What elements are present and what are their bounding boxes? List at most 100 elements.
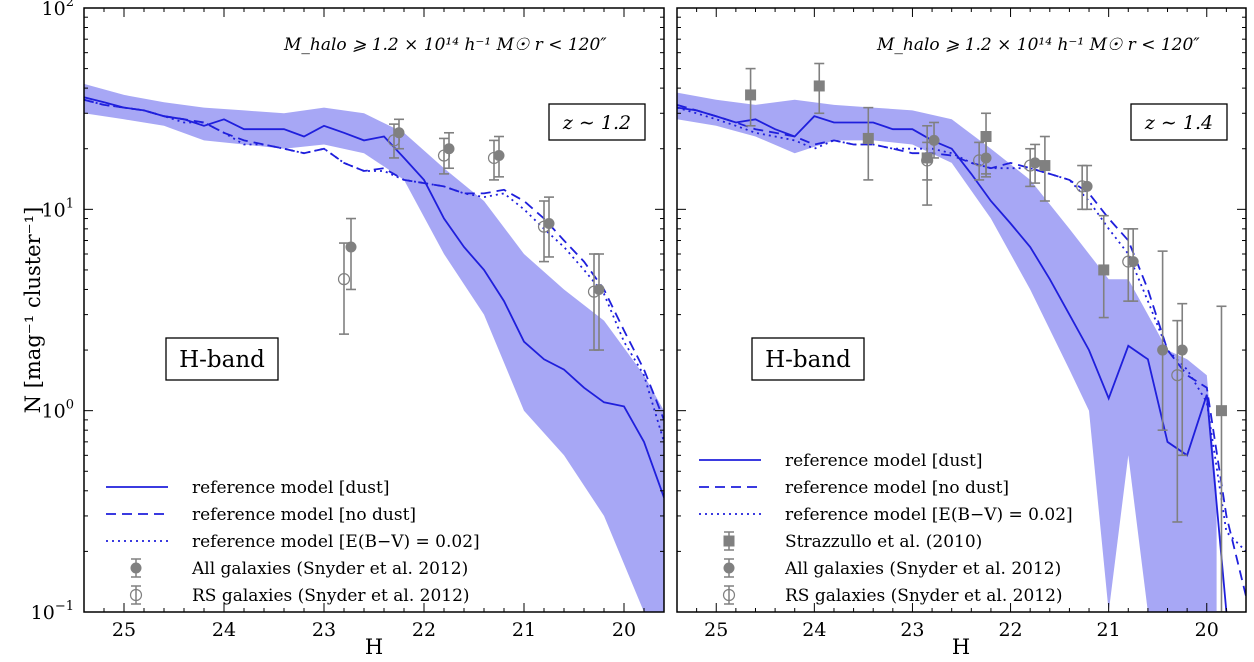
- data-point: [1171, 319, 1184, 523]
- marker-open-circle: [437, 149, 451, 162]
- data-point: [1157, 250, 1169, 431]
- marker-open-circle: [587, 285, 601, 298]
- x-tick-label: 23: [900, 619, 924, 641]
- marker-filled-circle: [393, 127, 405, 139]
- legend-label: RS galaxies (Snyder et al. 2012): [192, 586, 470, 606]
- legend-item: Strazzullo et al. (2010): [723, 531, 982, 552]
- legend-item: All galaxies (Snyder et al. 2012): [723, 558, 1061, 579]
- marker-open-circle: [337, 273, 351, 286]
- legend-item: RS galaxies (Snyder et al. 2012): [722, 585, 1063, 606]
- data-point: [537, 200, 551, 263]
- data-point: [980, 139, 992, 178]
- x-tick-label: 25: [704, 619, 728, 641]
- marker-open-circle: [1122, 255, 1135, 268]
- marker-open-circle: [1024, 159, 1037, 172]
- legend-label: Strazzullo et al. (2010): [785, 532, 982, 552]
- legend-item: reference model [E(B−V) = 0.02]: [106, 532, 480, 552]
- model-band: [84, 83, 664, 612]
- legend-item: RS galaxies (Snyder et al. 2012): [129, 585, 470, 606]
- y-tick-label: 100: [42, 398, 74, 423]
- redshift-box: [548, 103, 646, 141]
- data-point: [745, 67, 757, 127]
- legend-marker-open-circle: [129, 588, 143, 602]
- marker-filled-square: [1098, 264, 1110, 276]
- series-line-dashed: [677, 104, 1246, 597]
- x-axis-label-left: H: [365, 635, 383, 659]
- series-line-dotted: [84, 98, 664, 443]
- redshift-box: [1130, 103, 1228, 141]
- marker-filled-square: [862, 132, 874, 144]
- marker-filled-square: [1215, 405, 1227, 417]
- x-tick-label: 20: [1195, 619, 1219, 641]
- x-tick-label: 21: [512, 619, 536, 641]
- data-point: [345, 217, 357, 291]
- y-tick-label: 102: [42, 0, 74, 20]
- x-tick-label: 25: [112, 619, 136, 641]
- marker-open-circle: [537, 220, 551, 233]
- right-panel: 25 24 23 22 21 20 M_halo ⩾ 1.2 × 10¹⁴ h⁻¹ M☉ r…: [676, 7, 1247, 641]
- data-point: [1039, 135, 1051, 202]
- legend-label: reference model [dust]: [192, 478, 389, 498]
- data-point: [1076, 164, 1089, 211]
- legend-label: reference model [dust]: [785, 451, 982, 471]
- data-point: [813, 62, 825, 115]
- data-point: [973, 141, 986, 181]
- x-tick-label: 22: [998, 619, 1022, 641]
- legend-item: All galaxies (Snyder et al. 2012): [130, 558, 468, 579]
- data-point: [1122, 228, 1135, 302]
- x-tick-label: 21: [1097, 619, 1121, 641]
- annotation-text: M_halo ⩾ 1.2 × 10¹⁴ h⁻¹ M☉ r < 120″: [876, 35, 1200, 55]
- band-box: [165, 337, 279, 381]
- marker-open-circle: [1171, 369, 1184, 382]
- x-tick-label: 20: [612, 619, 636, 641]
- data-point: [487, 139, 501, 181]
- data-point: [1215, 305, 1227, 612]
- legend-item: reference model [no dust]: [106, 505, 416, 525]
- marker-filled-circle: [1176, 344, 1188, 356]
- marker-filled-circle: [443, 143, 455, 155]
- series-line-solid: [677, 106, 1228, 612]
- plot-area: [677, 62, 1246, 612]
- series-line-dotted: [677, 106, 1246, 553]
- marker-open-circle: [487, 151, 501, 165]
- annotation-text: M_halo ⩾ 1.2 × 10¹⁴ h⁻¹ M☉ r < 120″: [283, 35, 607, 55]
- plot-area: [84, 83, 664, 612]
- model-band: [677, 92, 1217, 612]
- left-panel: 25 24 23 22 21 20 10−1 100 101 102 M_halo ⩾ 1.2 × …: [31, 0, 665, 641]
- marker-filled-circle: [928, 134, 940, 146]
- marker-filled-square: [813, 80, 825, 92]
- marker-filled-circle: [980, 152, 992, 164]
- series-line-dashed: [84, 98, 664, 421]
- x-axis-label-right: H: [952, 635, 970, 659]
- redshift-label: z ∼ 1.4: [1144, 112, 1213, 134]
- data-point: [1024, 147, 1037, 188]
- legend-marker-filled-circle: [723, 562, 735, 574]
- legend-label: reference model [E(B−V) = 0.02]: [785, 505, 1073, 525]
- legend-marker-filled-circle: [130, 562, 142, 574]
- y-tick-label: 101: [42, 196, 74, 221]
- legend-label: reference model [E(B−V) = 0.02]: [192, 532, 480, 552]
- legend-marker-filled-square: [723, 535, 735, 547]
- band-box: [751, 337, 865, 381]
- marker-filled-square: [1039, 160, 1051, 172]
- marker-filled-square: [745, 89, 757, 101]
- y-tick-label: 10−1: [31, 599, 74, 624]
- data-point: [337, 242, 351, 335]
- data-point: [437, 137, 451, 175]
- redshift-label: z ∼ 1.2: [562, 112, 631, 134]
- x-tick-label: 23: [312, 619, 336, 641]
- legend-item: reference model [dust]: [699, 451, 982, 471]
- plot-frame: [676, 7, 1247, 613]
- x-tick-label: 22: [412, 619, 436, 641]
- marker-open-circle: [387, 134, 401, 147]
- legend-label: All galaxies (Snyder et al. 2012): [191, 559, 468, 579]
- marker-open-circle: [921, 154, 934, 167]
- legend-item: reference model [no dust]: [699, 478, 1009, 498]
- data-point: [1098, 214, 1110, 319]
- marker-filled-circle: [1157, 344, 1169, 356]
- marker-open-circle: [973, 154, 986, 167]
- data-point: [587, 253, 601, 351]
- x-tick-label: 24: [212, 619, 236, 641]
- marker-open-circle: [1076, 180, 1089, 193]
